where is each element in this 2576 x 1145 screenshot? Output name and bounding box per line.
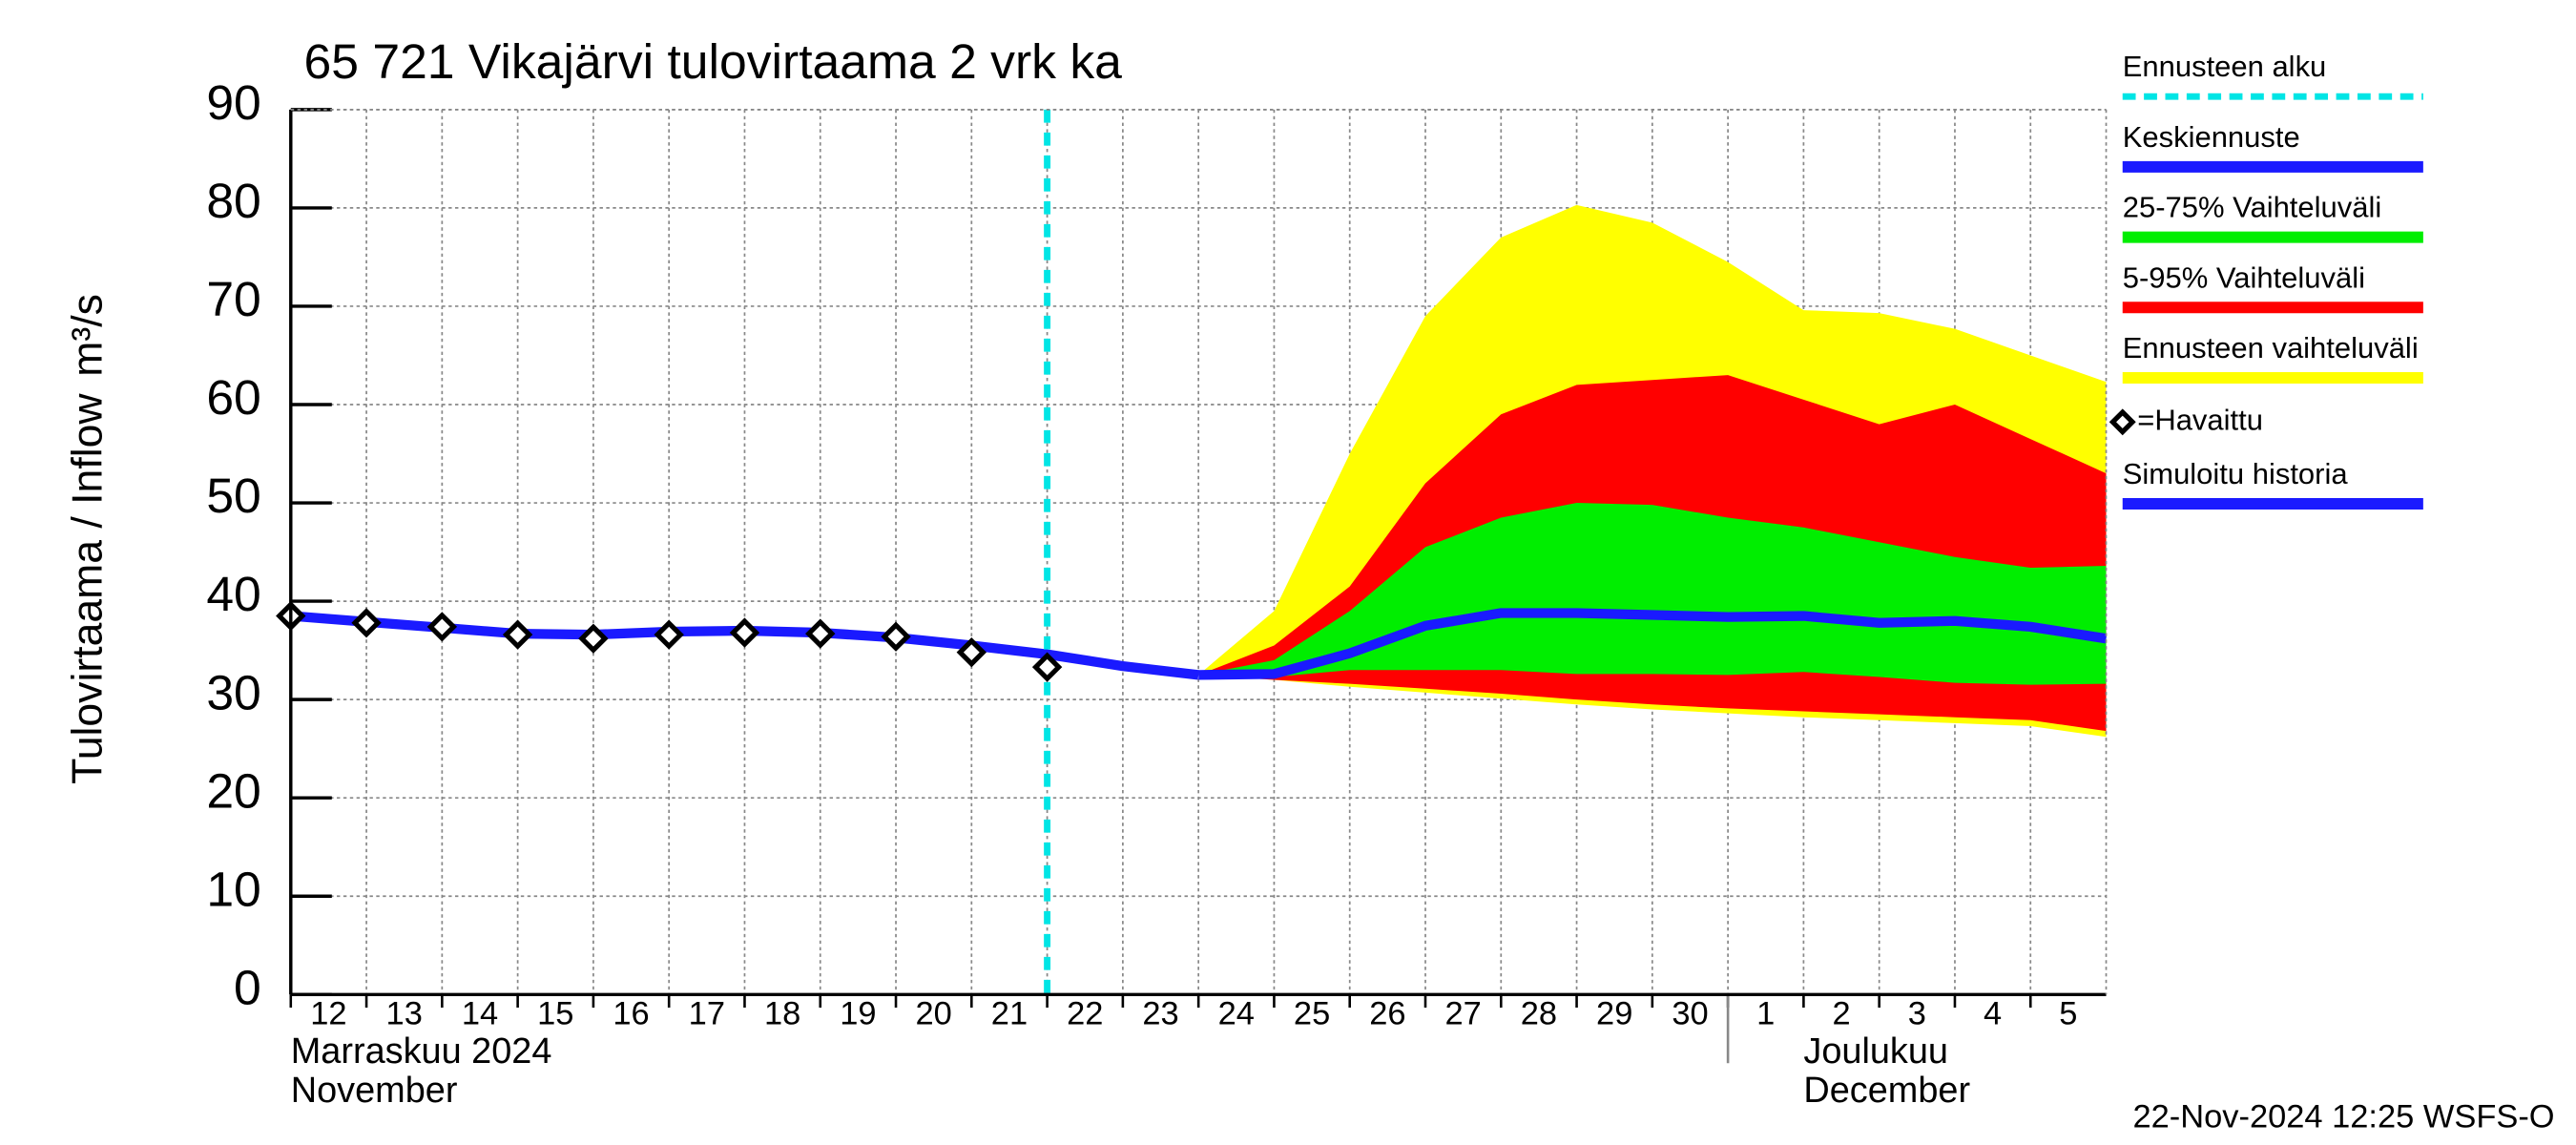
legend-label: 5-95% Vaihteluväli: [2123, 260, 2365, 294]
month-label: Marraskuu 2024: [291, 1031, 552, 1072]
x-tick-label: 22: [1067, 996, 1103, 1032]
observed-marker: [502, 619, 533, 650]
x-tick-label: 29: [1596, 996, 1632, 1032]
x-tick-label: 2: [1832, 996, 1850, 1032]
x-tick-label: 5: [2059, 996, 2077, 1032]
x-tick-label: 20: [916, 996, 952, 1032]
observed-marker: [881, 621, 911, 652]
y-tick-label: 80: [206, 173, 260, 228]
x-tick-label: 17: [689, 996, 725, 1032]
y-tick-label: 0: [234, 960, 261, 1015]
observed-marker: [578, 623, 609, 654]
legend-marker: [2109, 408, 2136, 436]
observed-marker: [351, 608, 382, 638]
legend-label: =Havaittu: [2137, 404, 2263, 437]
y-tick-label: 40: [206, 566, 260, 621]
chart-title: 65 721 Vikajärvi tulovirtaama 2 vrk ka: [304, 33, 1123, 89]
legend-label: 25-75% Vaihteluväli: [2123, 191, 2381, 224]
month-label-en: November: [291, 1071, 458, 1111]
x-tick-label: 21: [991, 996, 1028, 1032]
x-tick-label: 15: [537, 996, 573, 1032]
x-tick-label: 24: [1218, 996, 1255, 1032]
legend-label: Simuloitu historia: [2123, 457, 2349, 490]
x-tick-label: 27: [1444, 996, 1481, 1032]
x-tick-label: 30: [1672, 996, 1708, 1032]
legend-label: Keskiennuste: [2123, 120, 2300, 154]
x-tick-label: 28: [1521, 996, 1557, 1032]
x-tick-label: 13: [386, 996, 423, 1032]
observed-marker: [805, 618, 836, 649]
x-tick-label: 14: [462, 996, 498, 1032]
band: [1198, 503, 2107, 685]
y-tick-label: 70: [206, 271, 260, 326]
x-tick-label: 12: [310, 996, 346, 1032]
month-label-en: December: [1803, 1071, 1970, 1111]
x-tick-label: 19: [840, 996, 876, 1032]
x-tick-label: 23: [1142, 996, 1178, 1032]
observed-marker: [1031, 652, 1063, 682]
month-label: Joulukuu: [1803, 1031, 1948, 1072]
x-tick-label: 1: [1756, 996, 1775, 1032]
observed-marker: [426, 612, 458, 642]
legend-label: Ennusteen alku: [2123, 50, 2327, 83]
x-tick-label: 18: [764, 996, 800, 1032]
y-axis-unit: m³/s: [64, 294, 111, 377]
y-tick-label: 60: [206, 369, 260, 425]
x-tick-label: 25: [1294, 996, 1330, 1032]
y-tick-label: 50: [206, 468, 260, 523]
timestamp: 22-Nov-2024 12:25 WSFS-O: [2132, 1099, 2554, 1135]
x-tick-label: 16: [613, 996, 649, 1032]
x-tick-label: 4: [1984, 996, 2002, 1032]
y-axis-label: Tulovirtaama / Inflow: [64, 393, 111, 784]
line: [1198, 608, 2108, 680]
y-tick-label: 30: [206, 664, 260, 719]
y-tick-label: 20: [206, 762, 260, 818]
observed-marker: [729, 617, 760, 648]
y-tick-label: 90: [206, 74, 260, 130]
observed-marker: [654, 619, 684, 650]
y-tick-label: 10: [206, 861, 260, 916]
x-tick-label: 26: [1369, 996, 1405, 1032]
x-tick-label: 3: [1908, 996, 1926, 1032]
observed-marker: [956, 637, 987, 668]
legend-label: Ennusteen vaihteluväli: [2123, 331, 2419, 364]
